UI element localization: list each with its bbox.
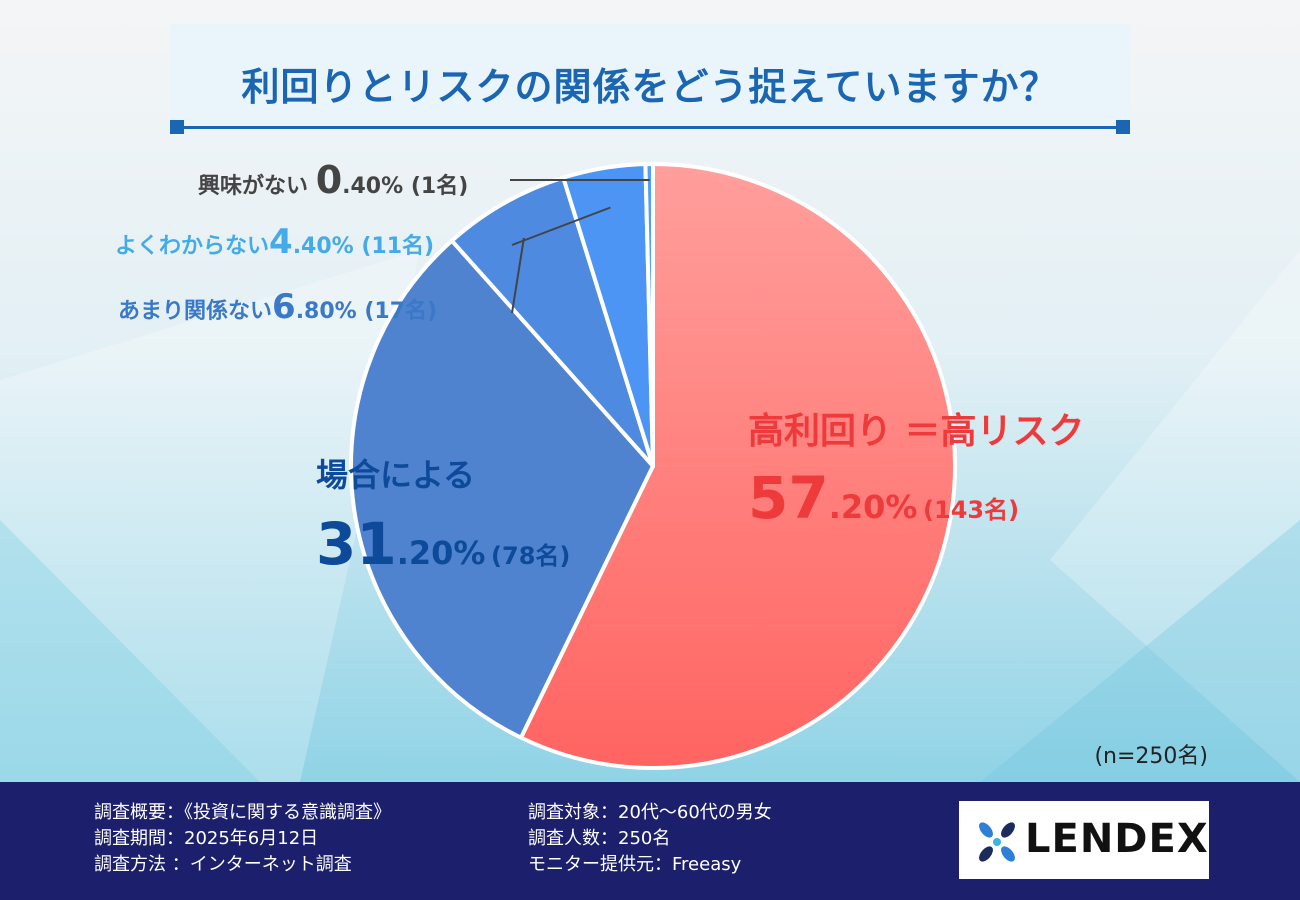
- survey-provider: モニター提供元：Freeasy: [528, 854, 742, 875]
- slice-label-not-sure: よくわからない4.40% (11名): [115, 222, 434, 262]
- slice-count: (143名): [923, 496, 1020, 524]
- slice-count: (78名): [491, 542, 571, 570]
- leader-line-3: [511, 237, 525, 314]
- slice-percent-dec: .20%: [396, 534, 486, 572]
- slice-value: 31.20% (78名): [316, 510, 570, 578]
- slice-label-head: よくわからない: [115, 234, 270, 259]
- logo-mark-icon: [979, 822, 1015, 862]
- slice-percent-int: 57: [748, 464, 829, 532]
- title-banner: [170, 24, 1130, 128]
- slice-count: (1名): [410, 174, 469, 199]
- slice-percent-int: 0: [315, 158, 343, 202]
- pie-slice-3: [449, 175, 655, 468]
- logo-text: LENDEX: [1025, 816, 1209, 862]
- slice-percent-int: 6: [272, 287, 296, 327]
- sample-size: (n=250名): [1094, 744, 1208, 769]
- pie-slice-1: [518, 162, 957, 770]
- survey-count: 調査人数：250名: [528, 828, 671, 849]
- slice-label-head: 高利回り ＝高リスク: [748, 411, 1085, 452]
- pie-slice-5: [643, 162, 655, 468]
- slice-count: (11名): [361, 234, 435, 259]
- title-underline-left-cap: [170, 120, 184, 134]
- title-underline: [176, 126, 1122, 129]
- slice-percent-dec: .40%: [292, 234, 354, 259]
- leader-line-4: [511, 206, 611, 246]
- slice-percent-int: 4: [269, 222, 293, 262]
- slice-percent-int: 31: [316, 510, 397, 578]
- survey-overview: 調査概要：《投資に関する意識調査》: [94, 802, 391, 823]
- slice-percent-dec: .80%: [295, 299, 357, 324]
- page-title: 利回りとリスクの関係をどう捉えていますか？: [241, 65, 1059, 109]
- slice-label-not-interested: 興味がない 0.40% (1名): [198, 158, 468, 202]
- pie-chart: [349, 162, 957, 770]
- slice-label-head: 場合による: [316, 456, 476, 494]
- slice-percent-dec: .40%: [342, 174, 404, 199]
- survey-target: 調査対象：20代〜60代の男女: [528, 802, 772, 823]
- title-underline-right-cap: [1116, 120, 1130, 134]
- pie-slice-2: [349, 238, 655, 740]
- slice-label-head: 興味がない: [198, 174, 309, 199]
- lendex-logo: LENDEX: [959, 801, 1209, 879]
- slice-label-high-yield-high-risk: 高利回り ＝高リスク 57.20% (143名): [748, 402, 1085, 532]
- survey-info-left: 調査概要：《投資に関する意識調査》 調査期間：2025年6月12日 調査方法 ：…: [94, 800, 391, 878]
- slice-value: 57.20% (143名): [748, 464, 1085, 532]
- slice-percent-dec: .20%: [828, 488, 918, 526]
- survey-period: 調査期間：2025年6月12日: [94, 828, 319, 849]
- slice-label-not-related: あまり関係ない6.80% (17名): [118, 287, 437, 327]
- slice-count: (17名): [364, 299, 438, 324]
- survey-method: 調査方法 ：インターネット調査: [94, 854, 352, 875]
- survey-info-middle: 調査対象：20代〜60代の男女 調査人数：250名 モニター提供元：Freeas…: [528, 800, 772, 878]
- slice-label-depends: 場合による 31.20% (78名): [316, 450, 570, 578]
- slice-label-head: あまり関係ない: [118, 299, 273, 324]
